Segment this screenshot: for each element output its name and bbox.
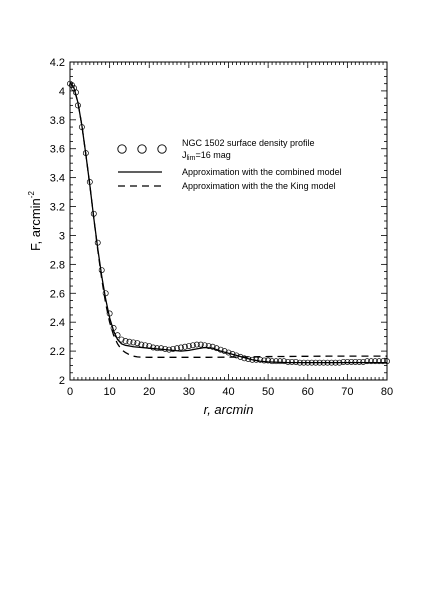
legend-limit-subscript: lim (187, 155, 196, 162)
data-point (281, 358, 287, 365)
legend-combined-label: Approximation with the combined model (182, 167, 342, 177)
data-point (69, 82, 75, 89)
x-axis-title: r, arcmin (204, 402, 254, 417)
data-point (288, 358, 295, 365)
data-point (269, 358, 276, 365)
y-tick-label: 2.8 (50, 259, 65, 271)
y-axis-title-text: F, arcmin (28, 198, 43, 251)
y-tick-label: 4 (59, 86, 65, 98)
data-point (134, 340, 141, 347)
y-tick-label: 2.4 (50, 317, 65, 329)
data-point (372, 358, 379, 365)
y-tick-label: 3.2 (50, 202, 65, 214)
x-tick-label: 20 (143, 386, 155, 398)
data-point (348, 358, 355, 365)
observed-profile-points (67, 80, 390, 366)
data-point (181, 343, 188, 350)
data-point (380, 358, 386, 365)
chart-legend: NGC 1502 surface density profile Jlim=16 … (117, 138, 342, 191)
legend-observed-limit: Jlim=16 mag (182, 150, 231, 162)
data-point (158, 345, 165, 352)
x-tick-label: 0 (67, 386, 73, 398)
legend-circle-symbol (137, 144, 147, 154)
x-tick-label: 50 (262, 386, 274, 398)
data-point (209, 343, 216, 350)
data-point (376, 358, 383, 365)
king-model-line (69, 81, 387, 358)
data-point (233, 352, 240, 359)
y-tick-label: 3 (59, 230, 65, 242)
legend-observed-label: NGC 1502 surface density profile (182, 138, 315, 148)
y-tick-label: 4.2 (50, 57, 65, 69)
legend-circle-symbol (157, 144, 167, 154)
chart-series (67, 80, 390, 366)
y-tick-label: 2 (59, 375, 65, 387)
y-axis-title-superscript: -2 (27, 191, 36, 199)
data-point (340, 358, 347, 365)
y-tick-label: 2.6 (50, 288, 65, 300)
legend-limit-value: =16 mag (195, 150, 230, 160)
legend-circle-symbol (117, 144, 127, 154)
data-point (364, 358, 371, 365)
data-point (177, 344, 184, 351)
data-point (118, 336, 125, 343)
data-point (126, 338, 133, 345)
data-point (356, 358, 363, 365)
data-point (122, 338, 129, 344)
data-point (170, 345, 176, 352)
x-tick-label: 30 (183, 386, 195, 398)
data-point (265, 357, 272, 364)
data-point (277, 358, 283, 365)
y-tick-label: 3.8 (50, 115, 65, 127)
y-axis-title: F, arcmin-2 (27, 191, 43, 251)
data-point (261, 357, 268, 364)
y-tick-label: 3.4 (50, 173, 65, 185)
plot-frame (69, 61, 388, 381)
x-tick-label: 10 (104, 386, 116, 398)
legend-king-label: Approximation with the the King model (182, 181, 336, 191)
data-point (185, 343, 192, 349)
data-point (193, 341, 200, 348)
combined-model-line (69, 81, 387, 364)
data-point (273, 358, 279, 365)
x-tick-label: 70 (341, 386, 353, 398)
data-point (360, 358, 367, 365)
data-point (352, 358, 359, 365)
x-tick-label: 40 (222, 386, 234, 398)
y-tick-label: 2.2 (50, 346, 65, 358)
legend-limit-symbol: J (182, 150, 187, 160)
data-point (368, 358, 375, 365)
data-point (292, 358, 299, 365)
data-point (205, 343, 212, 349)
axis-tick-labels: 0 10 20 30 40 50 60 70 80 2 2.2 2.4 2.6 2.8 3 3.2 3.4 3.6… (50, 57, 393, 398)
x-tick-label: 80 (381, 386, 393, 398)
data-point (344, 358, 351, 365)
data-point (150, 344, 157, 351)
data-point (197, 341, 204, 348)
y-tick-label: 3.6 (50, 144, 65, 156)
data-point (130, 339, 137, 346)
x-axis-title-text: r, arcmin (204, 402, 254, 417)
x-tick-label: 60 (302, 386, 314, 398)
data-point (189, 342, 196, 349)
